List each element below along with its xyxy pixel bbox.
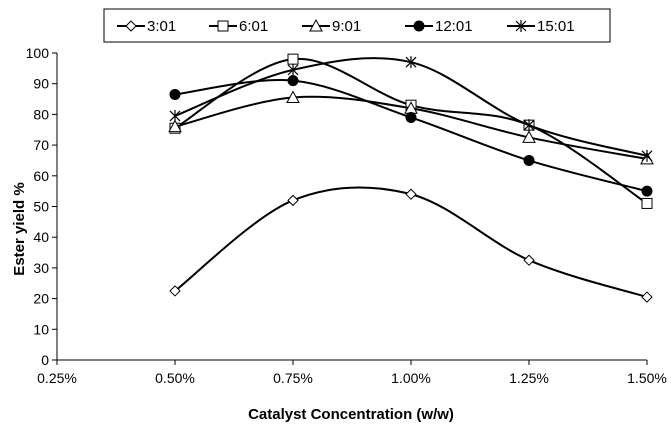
y-tick-label: 40 (33, 229, 49, 245)
y-tick-label: 70 (33, 137, 49, 153)
legend-marker (309, 18, 323, 32)
data-point (286, 90, 300, 104)
x-tick-label: 1.00% (391, 370, 431, 386)
y-tick-label: 80 (33, 106, 49, 122)
data-point (169, 285, 181, 297)
data-point (287, 75, 299, 87)
x-axis-title: Catalyst Concentration (w/w) (248, 406, 454, 423)
data-point (405, 111, 417, 123)
legend-marker (515, 20, 527, 32)
tick-labels: 0 10 20 30 40 50 60 70 80 90 100 0.25% 0.50% 0.75% 1.0… (26, 45, 667, 386)
data-point (287, 53, 299, 65)
legend-label: 15:01 (537, 18, 575, 35)
data-point (287, 194, 299, 207)
data-point (169, 88, 181, 100)
data-point (405, 188, 417, 200)
data-point (641, 185, 653, 197)
data-point (641, 197, 653, 209)
legend-label: 9:01 (332, 18, 361, 35)
legend-entry: 6:01 (209, 18, 268, 35)
y-tick-label: 10 (33, 321, 49, 337)
legend-label: 3:01 (147, 18, 176, 35)
y-tick-label: 20 (33, 291, 49, 307)
data-point (523, 154, 535, 166)
legend-marker (125, 20, 137, 32)
data-point (641, 149, 653, 162)
x-tick-label: 0.25% (37, 370, 77, 386)
legend-entry: 12:01 (405, 18, 473, 35)
data-point (405, 56, 417, 69)
data-point (523, 254, 535, 266)
legend: 3:01 6:01 9:01 12:01 15:01 (103, 8, 611, 43)
legend-marker (413, 20, 425, 32)
series-line (174, 186, 648, 299)
x-tick-label: 1.50% (627, 370, 667, 386)
series-4 (169, 75, 653, 197)
x-tick-label: 0.75% (273, 370, 313, 386)
y-tick-label: 60 (33, 168, 49, 184)
x-tick-label: 1.25% (509, 370, 549, 386)
data-point (169, 109, 181, 122)
x-tick-label: 0.50% (155, 370, 195, 386)
legend-marker (217, 20, 229, 32)
y-tick-label: 30 (33, 260, 49, 276)
series-line (174, 79, 648, 193)
axes (52, 52, 648, 365)
series-5 (169, 56, 653, 162)
series-1 (169, 186, 653, 303)
legend-entry: 3:01 (117, 18, 176, 35)
plot-area (168, 53, 654, 303)
series-line (174, 58, 648, 205)
data-point (523, 119, 535, 132)
series-2 (169, 53, 653, 209)
legend-label: 6:01 (239, 18, 268, 35)
legend-entry: 15:01 (507, 18, 575, 35)
legend-label: 12:01 (435, 18, 473, 35)
data-point (287, 63, 299, 76)
data-point (522, 130, 536, 143)
data-point (641, 291, 653, 303)
y-tick-label: 90 (33, 76, 49, 92)
y-axis-title: Ester yield % (11, 182, 28, 275)
legend-entry: 9:01 (302, 18, 361, 35)
y-tick-label: 50 (33, 199, 49, 215)
series-3 (168, 90, 654, 165)
y-tick-label: 0 (41, 352, 49, 368)
data-point (168, 119, 182, 133)
y-tick-label: 100 (26, 45, 50, 61)
